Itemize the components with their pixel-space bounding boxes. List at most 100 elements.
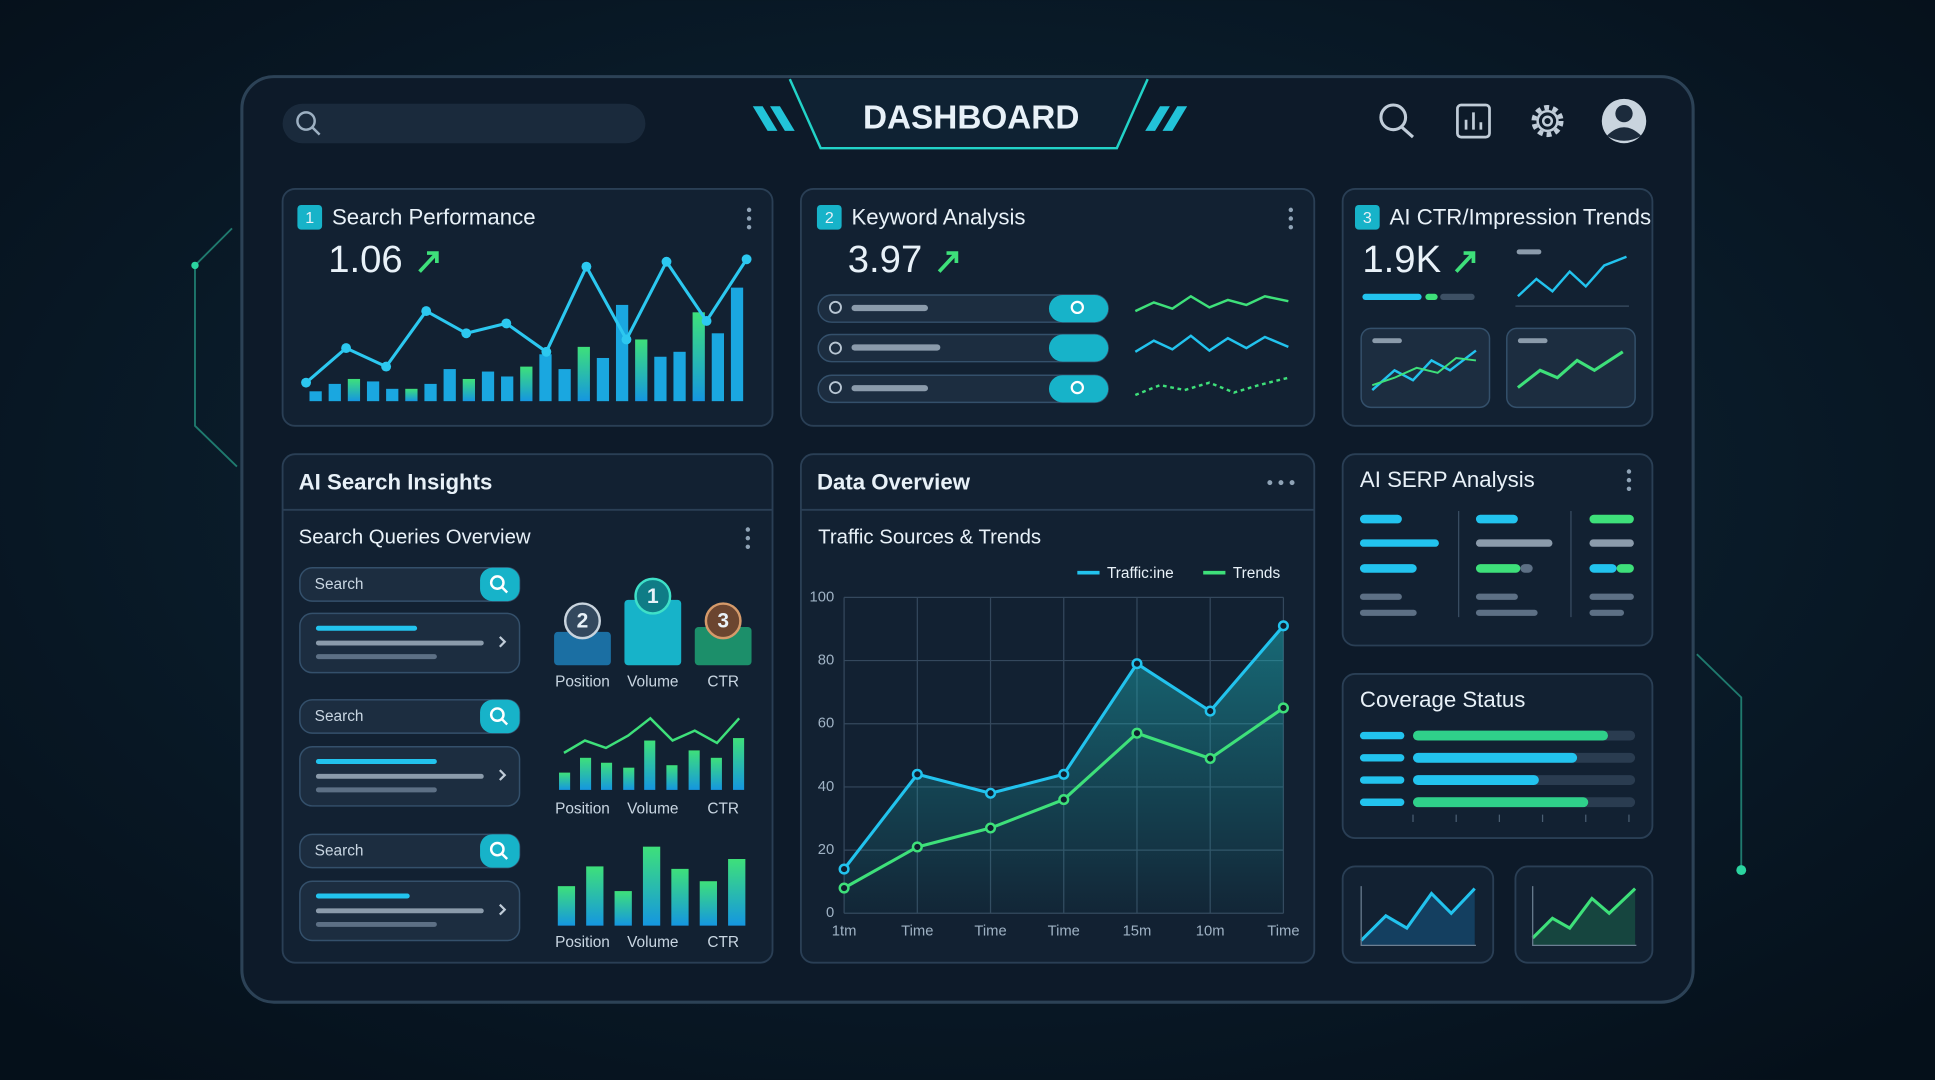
profile-avatar-part[interactable]: [1606, 127, 1642, 141]
coverage-status-panel-part-part: [1359, 798, 1405, 806]
search-query-part[interactable]: [480, 567, 520, 602]
settings-icon[interactable]: [1531, 104, 1564, 138]
coverage-status-panel-part-part: [1412, 730, 1608, 741]
mini-bar-chart: [557, 716, 746, 926]
mini-bar-chart-part: [699, 881, 717, 926]
coverage-status-panel-part: [1359, 730, 1636, 822]
serp-analysis-panel-part: [1341, 453, 1654, 647]
keyword-row-part: [1070, 380, 1084, 395]
search-query-part[interactable]: [489, 575, 505, 590]
keyword-row-part: [1048, 334, 1109, 362]
search-query[interactable]: Search: [299, 567, 521, 674]
mini-bar-chart-part: [614, 891, 632, 926]
analytics-icon-part[interactable]: [1456, 103, 1491, 139]
serp-analysis-panel-part: [1359, 564, 1417, 573]
mini-bar-chart-part: [733, 738, 745, 790]
x-tick-label: Time: [974, 924, 1006, 940]
search-query-part[interactable]: [480, 834, 520, 868]
background-part: [191, 261, 199, 270]
settings-icon-part[interactable]: [1536, 109, 1559, 133]
metric-label: CTR: [707, 801, 739, 818]
ctr-trends-panel-part: [1517, 338, 1548, 344]
search-query-part[interactable]: [315, 759, 437, 764]
ranking-podium-part: [554, 631, 611, 666]
mini-bar-chart-part: [563, 716, 741, 754]
mini-trend-card: [1341, 865, 1495, 964]
settings-icon-part[interactable]: [1541, 115, 1554, 127]
search-query-part[interactable]: [499, 636, 507, 648]
mini-trend-card-part: [1532, 886, 1637, 947]
search-query-part[interactable]: [315, 625, 418, 631]
bar: [654, 356, 667, 402]
bar: [309, 391, 322, 402]
title-tab-part: [752, 106, 795, 131]
keyword-row-part: [1048, 295, 1109, 323]
bar: [328, 383, 341, 402]
y-tick-label: 0: [826, 905, 834, 921]
search-query-part[interactable]: [315, 773, 484, 779]
search-input-placeholder: Search: [315, 576, 364, 593]
search-query[interactable]: Search: [299, 833, 521, 942]
search-query-part[interactable]: [499, 903, 507, 916]
keyword-row-part: [851, 304, 929, 312]
data-point: [1131, 658, 1143, 670]
badge: 2: [825, 209, 834, 227]
ctr-trends-panel-part: [1516, 350, 1624, 389]
settings-icon-part[interactable]: [1531, 104, 1564, 138]
dashboard-title: DASHBOARD: [863, 100, 1079, 137]
serp-analysis-panel-part: [1589, 564, 1617, 573]
coverage-status-panel-part-part: [1359, 754, 1405, 762]
title-tab-part: [1145, 106, 1188, 131]
panel-title: Search Performance: [332, 204, 536, 229]
search-query-part[interactable]: [501, 853, 509, 860]
y-tick-label: 80: [818, 652, 834, 668]
x-tick-label: 1tm: [832, 924, 857, 940]
search-query-part[interactable]: [315, 908, 484, 914]
badge: 3: [1363, 209, 1372, 227]
search-bar[interactable]: [282, 103, 646, 144]
legend-label: Traffic:ine: [1107, 565, 1174, 582]
search-query[interactable]: Search: [299, 699, 521, 807]
mini-bar-chart-part: [642, 846, 661, 926]
analytics-icon[interactable]: [1456, 103, 1491, 139]
panel-title: AI Search Insights: [299, 470, 493, 495]
ranking-podium-part: [563, 602, 601, 640]
search-bar-part[interactable]: [311, 126, 321, 136]
trend-point: [541, 346, 552, 357]
search-query-part[interactable]: [501, 586, 509, 594]
search-query-part[interactable]: [315, 787, 437, 793]
mini-trend-card-part: [1531, 887, 1637, 940]
search-query-part[interactable]: [489, 707, 505, 723]
search-query-part[interactable]: [315, 640, 484, 646]
data-point: [911, 768, 923, 780]
search-icon-part[interactable]: [1400, 126, 1415, 139]
analytics-icon-part[interactable]: [1464, 112, 1483, 130]
panel-title: Keyword Analysis: [851, 204, 1025, 229]
search-query-part[interactable]: [315, 921, 437, 927]
search-query-part[interactable]: [315, 893, 410, 899]
search-query-part[interactable]: [480, 699, 520, 734]
search-query-part[interactable]: [499, 769, 507, 781]
search-insights-panel-part-part: [745, 535, 751, 541]
search-insights-panel-part-part: [745, 527, 751, 532]
profile-avatar-part[interactable]: [1615, 104, 1633, 123]
search-icon[interactable]: [1379, 103, 1415, 139]
search-performance-panel-part: [297, 204, 323, 230]
bar: [424, 383, 437, 402]
metric-label: Position: [555, 674, 610, 691]
x-tick-label: Time: [901, 924, 933, 940]
mini-trend-card-part: [1514, 865, 1654, 964]
search-query-part[interactable]: [489, 841, 505, 857]
search-icon-part[interactable]: [1379, 103, 1408, 132]
data-point: [1277, 620, 1289, 632]
search-bar-part[interactable]: [296, 111, 316, 131]
search-query-part[interactable]: [315, 654, 437, 660]
search-bar-part[interactable]: [282, 103, 646, 144]
ctr-trends-panel: 3 AI CTR/Impression Trends 1.9K: [1341, 187, 1654, 427]
search-query-part[interactable]: [501, 718, 509, 726]
profile-avatar[interactable]: [1601, 98, 1647, 144]
search-input-placeholder: Search: [315, 843, 364, 860]
trend-point: [301, 377, 311, 388]
x-tick-label: Time: [1048, 924, 1080, 940]
serp-analysis-panel-part: [1475, 609, 1538, 616]
